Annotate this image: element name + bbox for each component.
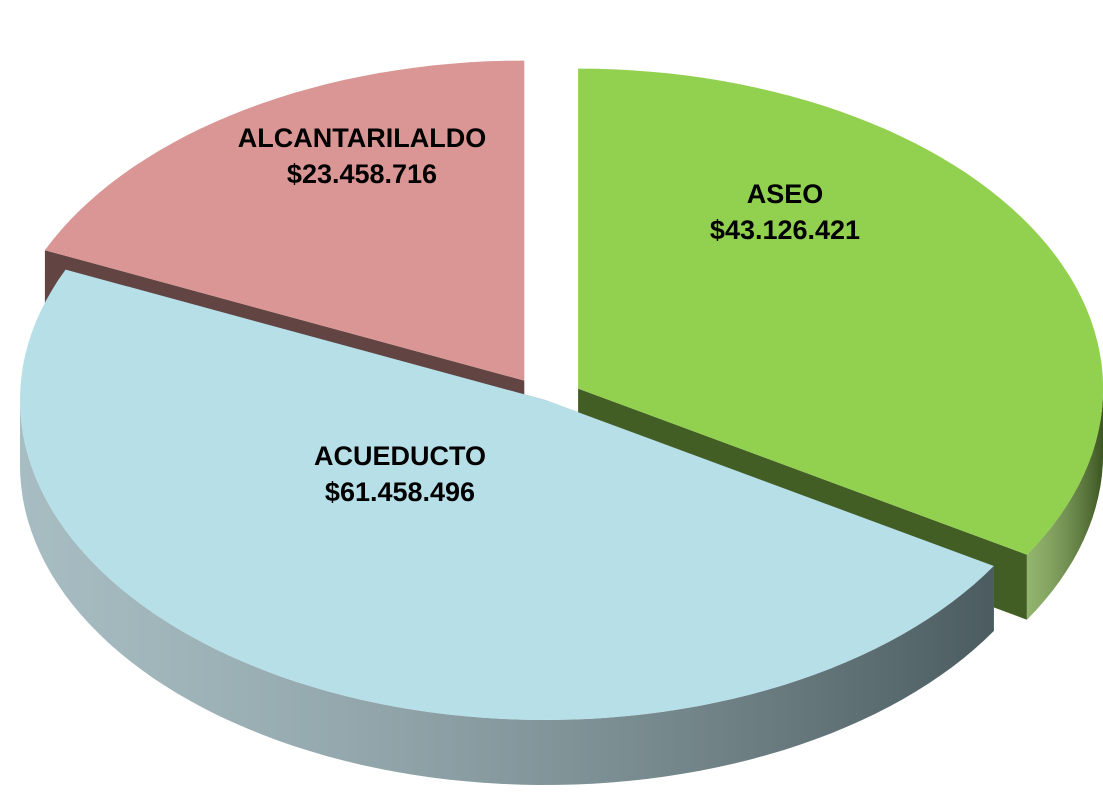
value-label: $23.458.716 bbox=[287, 159, 437, 189]
slice bbox=[578, 68, 1103, 555]
slice bbox=[44, 60, 525, 381]
slice-wall-shade bbox=[20, 400, 994, 785]
category-label: ACUEDUCTO bbox=[314, 441, 486, 471]
value-label: $43.126.421 bbox=[710, 215, 860, 245]
category-label: ALCANTARILALDO bbox=[238, 123, 486, 153]
data-label: ALCANTARILALDO $23.458.716 bbox=[238, 123, 486, 189]
value-label: $61.458.496 bbox=[325, 477, 475, 507]
data-label: ACUEDUCTO $61.458.496 bbox=[314, 441, 486, 507]
category-label: ASEO bbox=[747, 179, 824, 209]
data-label: ASEO $43.126.421 bbox=[710, 179, 860, 245]
slice-wall-shade bbox=[1026, 392, 1103, 620]
slice bbox=[20, 269, 994, 720]
